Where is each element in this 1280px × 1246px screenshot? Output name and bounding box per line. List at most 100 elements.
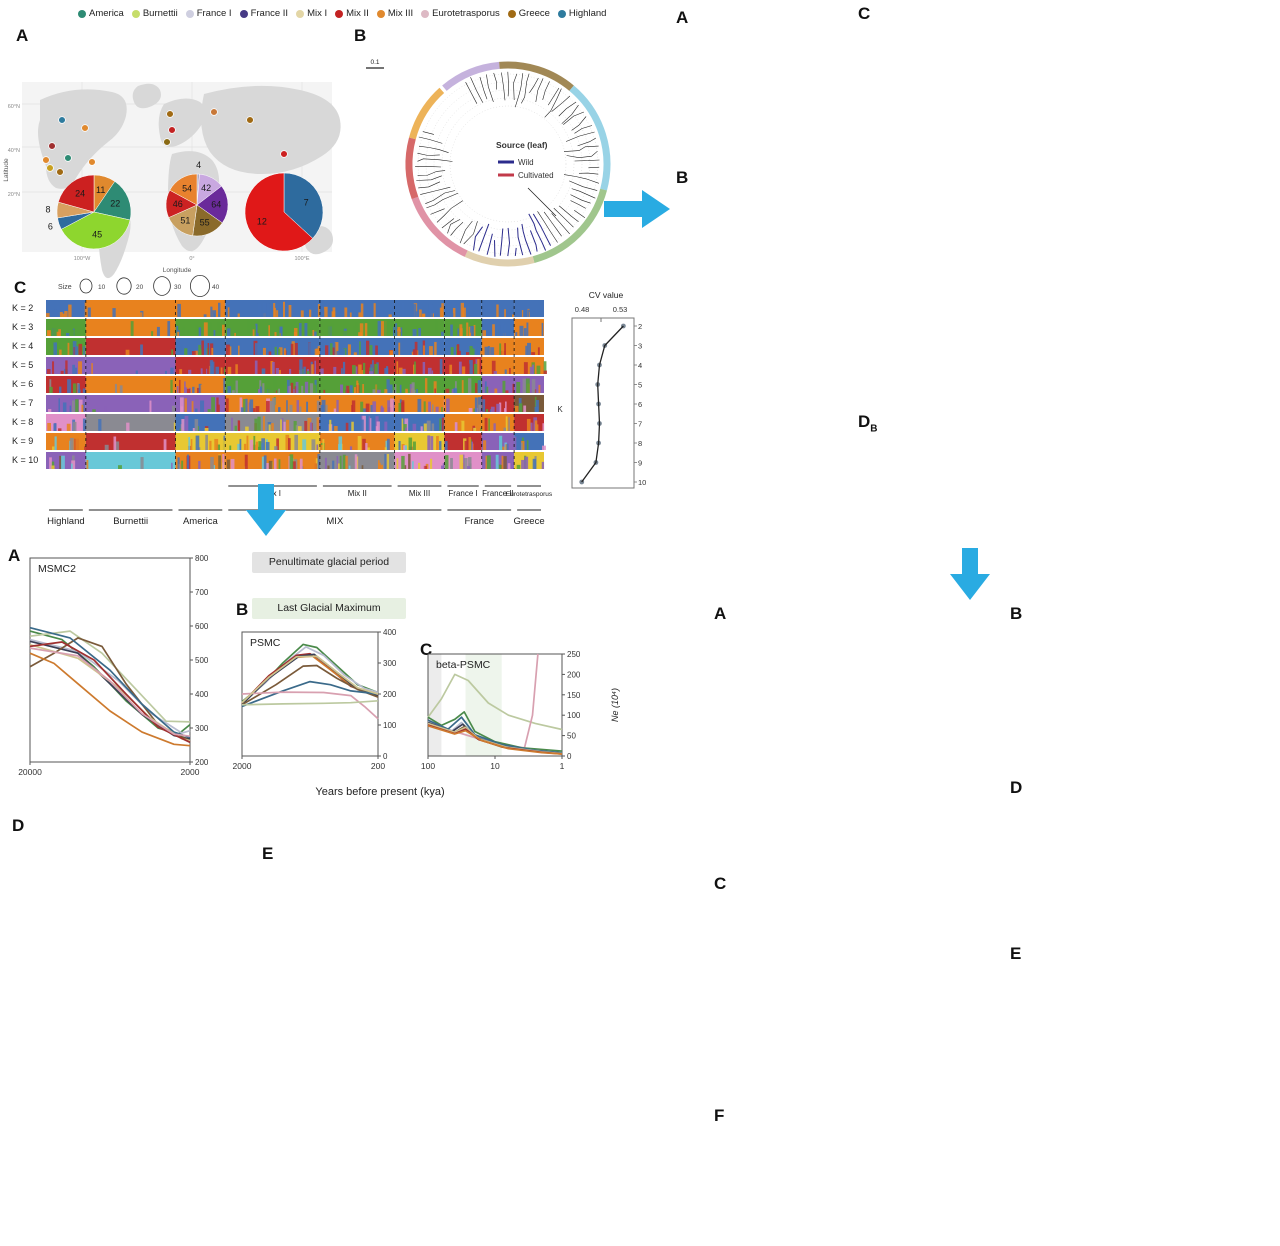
legend-dot-icon <box>421 9 430 18</box>
msmc2-chart: 200 300 400 500 600 700 800 20000 2000 MSMC2 <box>18 554 209 777</box>
svg-text:2000: 2000 <box>233 761 252 771</box>
svg-text:4: 4 <box>638 361 642 370</box>
panel-label-11: DB <box>858 412 878 435</box>
k-label: K = 2 <box>12 303 34 313</box>
legend-dot-icon <box>185 9 194 18</box>
pie-value: 46 <box>173 199 183 209</box>
pie-value: 54 <box>182 183 192 193</box>
svg-text:20: 20 <box>136 284 144 291</box>
panel-label-9: B <box>676 168 689 187</box>
svg-text:2: 2 <box>638 322 642 331</box>
pie-value: 7 <box>304 197 309 207</box>
panel-label-12: A <box>714 604 727 623</box>
svg-text:7: 7 <box>638 420 642 429</box>
svg-text:100: 100 <box>421 761 435 771</box>
series-Eurotetrasporus <box>29 647 191 738</box>
pie-value: 51 <box>180 215 190 225</box>
svg-text:5: 5 <box>638 381 642 390</box>
series-Mix III <box>241 655 379 705</box>
svg-text:1: 1 <box>560 761 565 771</box>
series-Burnettii <box>241 699 379 706</box>
legend-item: America <box>78 8 124 19</box>
series-Mix III <box>427 724 563 755</box>
map-ylabel: Latitude <box>3 158 10 182</box>
flow-arrow-down-right-icon <box>950 548 990 600</box>
legend-label: Highland <box>568 8 607 19</box>
cv-title: CV value <box>589 290 624 300</box>
svg-text:0°: 0° <box>189 256 194 262</box>
svg-text:200: 200 <box>371 761 385 771</box>
panel-label-7: E <box>262 844 274 863</box>
series-Greece <box>241 664 379 706</box>
panel-label-1: B <box>354 26 367 45</box>
svg-text:200: 200 <box>567 670 581 679</box>
svg-text:150: 150 <box>567 691 581 700</box>
svg-text:700: 700 <box>195 588 209 597</box>
svg-text:100°W: 100°W <box>74 256 91 262</box>
legend-dot-icon <box>507 9 516 18</box>
structure-subgroup-label: France II <box>482 489 514 498</box>
svg-text:2000: 2000 <box>181 767 200 777</box>
tree-legend-title: Source (leaf) <box>496 140 548 150</box>
structure-group-label: Highland <box>47 516 84 527</box>
panel-label-8: A <box>676 8 689 27</box>
svg-text:3: 3 <box>638 342 642 351</box>
legend-label: Burnettii <box>142 8 178 19</box>
annotation-lgm: Last Glacial Maximum <box>252 598 406 620</box>
legend-label: America <box>89 8 124 19</box>
legend-dot-icon <box>239 9 248 18</box>
flow-arrow-down-left-icon <box>246 484 286 536</box>
pie-value: 6 <box>48 222 53 232</box>
psmc-chart: 0 100 200 300 400 2000 200 PSMC <box>233 628 397 771</box>
svg-text:0: 0 <box>383 752 388 761</box>
svg-text:100°E: 100°E <box>294 256 309 262</box>
panel-label-2: C <box>14 278 27 297</box>
svg-text:100: 100 <box>567 711 581 720</box>
svg-text:0: 0 <box>567 752 572 761</box>
legend-label: Mix III <box>387 8 414 19</box>
svg-text:600: 600 <box>195 622 209 631</box>
legend-dot-icon <box>335 9 344 18</box>
structure-group-label: MIX <box>326 516 344 527</box>
legend-item: Mix II <box>335 8 369 19</box>
size-legend: Size 10 20 30 40 <box>58 274 220 298</box>
panel-label-6: D <box>12 816 25 835</box>
structure-subgroup-label: Eurotetrasporus <box>506 491 553 498</box>
svg-text:10: 10 <box>98 284 106 291</box>
size-legend-title: Size <box>58 284 72 291</box>
k-label: K = 9 <box>12 436 34 446</box>
svg-text:9: 9 <box>638 459 642 468</box>
series-Highland <box>29 626 191 739</box>
series-Mix III <box>29 652 191 747</box>
series-France II <box>241 653 379 706</box>
world-map-panel: 1122456824442645551465471260°N40°N20°N10… <box>3 82 341 279</box>
svg-text:6: 6 <box>638 400 642 409</box>
demography-xlabel: Years before present (kya) <box>315 786 445 798</box>
panel-label-15: D <box>1010 778 1023 797</box>
svg-text:K: K <box>557 405 563 414</box>
pie-value: 11 <box>96 185 105 195</box>
k-label: K = 6 <box>12 379 34 389</box>
legend-dot-icon <box>376 9 385 18</box>
svg-text:300: 300 <box>195 724 209 733</box>
series-Mix I <box>241 655 379 704</box>
svg-text:20000: 20000 <box>18 767 42 777</box>
legend-item: Greece <box>507 8 550 19</box>
flow-arrow-right-icon <box>604 190 670 228</box>
svg-text:40: 40 <box>212 284 220 291</box>
svg-text:200: 200 <box>383 690 397 699</box>
panel-label-3: A <box>8 546 21 565</box>
beta-psmc-chart: 0 50 100 150 200 250 100 10 1 beta-PSMC <box>421 650 581 771</box>
beta-psmc-ylabel: Ne (10⁴) <box>609 688 620 722</box>
svg-text:30: 30 <box>174 284 182 291</box>
svg-text:0.48: 0.48 <box>575 305 590 314</box>
pie-value: 8 <box>46 205 51 215</box>
annotation-penultimate: Penultimate glacial period <box>252 552 406 574</box>
map-xlabel: Longitude <box>163 267 192 274</box>
svg-text:10: 10 <box>638 478 646 487</box>
pie-value: 45 <box>92 230 102 240</box>
pie-value: 64 <box>211 200 221 210</box>
panel-label-17: F <box>714 1106 725 1125</box>
svg-text:40°N: 40°N <box>8 148 20 154</box>
